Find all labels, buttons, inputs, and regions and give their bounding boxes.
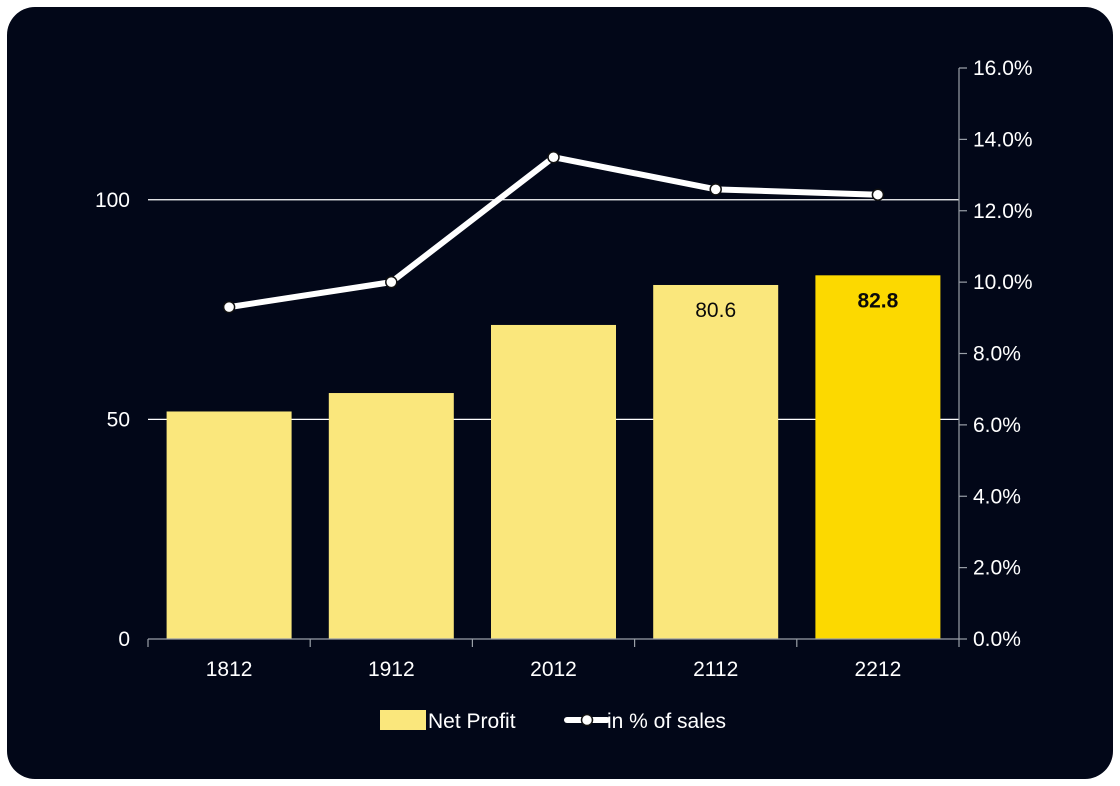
legend-label-pct-of-sales: in % of sales xyxy=(607,710,726,733)
right-tick-label: 6.0% xyxy=(973,414,1021,437)
bar-1812 xyxy=(166,411,292,639)
legend-swatch-net-profit xyxy=(380,710,426,730)
line-point-1812 xyxy=(222,300,236,314)
x-tick-label: 2212 xyxy=(855,658,902,681)
right-tick-label: 2.0% xyxy=(973,557,1021,580)
bar-data-label: 82.8 xyxy=(857,289,898,312)
bar-2212 xyxy=(815,275,941,639)
right-tick-label: 0.0% xyxy=(973,628,1021,651)
x-tick-label: 2012 xyxy=(530,658,577,681)
line-in-pct-of-sales xyxy=(226,154,881,311)
chart-panel: 80.6 82.8 0.0% 2.0% 4.0% 6.0% 8.0% 10.0% 12.0% 14… xyxy=(7,7,1113,779)
right-tick-label: 10.0% xyxy=(973,271,1033,294)
right-tick-label: 4.0% xyxy=(973,485,1021,508)
left-tick-label: 0 xyxy=(118,628,130,651)
left-tick-label: 50 xyxy=(107,408,130,431)
x-tick-label: 1812 xyxy=(206,658,253,681)
bar-2012 xyxy=(491,324,616,639)
line-point-2012 xyxy=(547,150,560,164)
line-point-1912 xyxy=(385,275,398,289)
bar-2112 xyxy=(653,284,779,639)
legend-swatch-marker xyxy=(580,713,594,727)
x-tick-label: 1912 xyxy=(368,658,415,681)
right-tick-label: 14.0% xyxy=(973,128,1033,151)
right-tick-label: 12.0% xyxy=(973,200,1033,223)
legend-label-net-profit: Net Profit xyxy=(428,710,516,733)
right-tick-label: 8.0% xyxy=(973,343,1021,366)
bar-data-label: 80.6 xyxy=(695,299,736,322)
x-tick-label: 2112 xyxy=(693,658,738,681)
right-tick-label: 16.0% xyxy=(973,57,1033,80)
bar-1912 xyxy=(328,393,454,639)
line-point-2112 xyxy=(709,183,722,196)
left-tick-label: 100 xyxy=(95,189,130,212)
line-point-2212 xyxy=(871,188,885,201)
net-profit-chart: 80.6 82.8 0.0% 2.0% 4.0% 6.0% 8.0% 10.0% 12.0% 14… xyxy=(95,57,1033,733)
